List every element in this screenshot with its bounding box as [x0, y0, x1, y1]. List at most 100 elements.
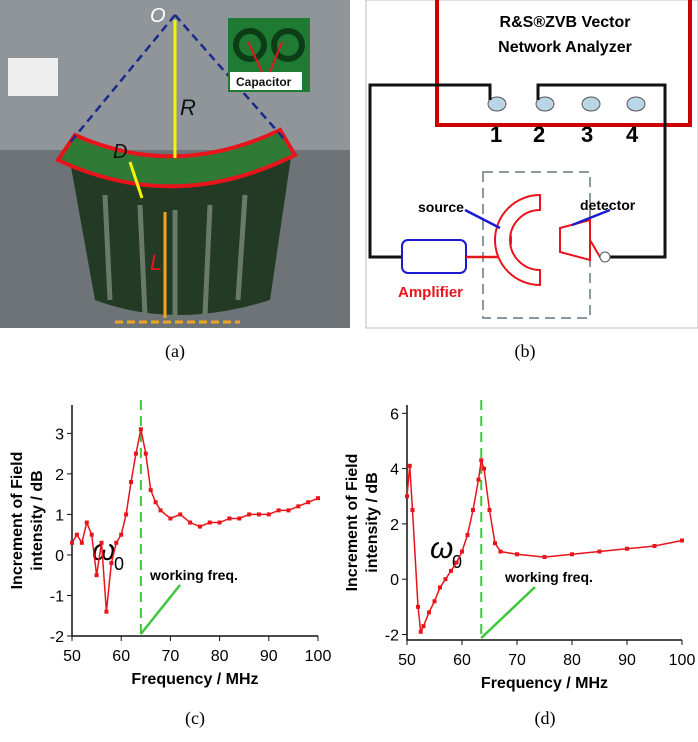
y-tick-label: 2: [390, 517, 399, 534]
data-point: [296, 504, 300, 508]
y-tick-label: 6: [390, 406, 399, 423]
port-label: 2: [533, 122, 545, 147]
y-axis-label: intensity / dB: [29, 470, 46, 570]
data-point: [466, 533, 470, 537]
data-point: [515, 552, 519, 556]
caption: (c): [185, 708, 205, 729]
y-axis-label: Increment of Field: [344, 454, 361, 592]
axis-frame: [72, 405, 318, 636]
x-tick-label: 70: [162, 648, 180, 665]
y-tick-label: 3: [55, 426, 64, 443]
x-tick-label: 100: [305, 648, 332, 665]
data-point: [95, 573, 99, 577]
y-tick-label: 4: [390, 462, 399, 479]
data-point: [139, 427, 143, 431]
data-point: [70, 541, 74, 545]
data-point: [80, 541, 84, 545]
data-point: [85, 521, 89, 525]
data-point: [411, 508, 415, 512]
x-tick-label: 60: [453, 652, 471, 669]
figure: O R D L Capacitor (a) R&S®ZVB Vector Net…: [0, 0, 698, 742]
y-axis-label: Increment of Field: [9, 452, 26, 590]
x-tick-label: 80: [563, 652, 581, 669]
axis-frame: [407, 405, 682, 640]
source-label: source: [418, 199, 464, 215]
data-point: [598, 550, 602, 554]
data-point: [653, 544, 657, 548]
data-point: [119, 533, 123, 537]
x-tick-label: 50: [63, 648, 81, 665]
caption: (a): [165, 341, 185, 362]
port-label: 4: [626, 122, 639, 147]
depth-label: D: [113, 141, 127, 163]
data-point: [75, 533, 79, 537]
data-point: [543, 555, 547, 559]
data-point: [227, 516, 231, 520]
data-point: [267, 512, 271, 516]
annotation: working freq.: [504, 569, 593, 585]
photo-panel: O R D L Capacitor (a): [0, 0, 350, 362]
data-point: [460, 550, 464, 554]
radius-label: R: [180, 95, 196, 120]
data-point: [477, 478, 481, 482]
detector-label: detector: [580, 197, 636, 213]
y-tick-label: 0: [55, 548, 64, 565]
x-axis-label: Frequency / MHz: [481, 675, 608, 692]
inset-label: Capacitor: [236, 75, 292, 89]
data-point: [570, 552, 574, 556]
data-point: [144, 452, 148, 456]
x-tick-label: 50: [398, 652, 416, 669]
x-axis-label: Frequency / MHz: [131, 671, 258, 688]
data-point: [159, 508, 163, 512]
annotation-arrow: [481, 587, 535, 638]
amplifier-label: Amplifier: [398, 284, 463, 301]
data-point: [114, 541, 118, 545]
x-tick-label: 90: [618, 652, 636, 669]
origin-label: O: [150, 5, 166, 27]
data-point: [188, 521, 192, 525]
data-point: [154, 500, 158, 504]
y-tick-label: 1: [55, 507, 64, 524]
annotation: working freq.: [149, 567, 238, 583]
data-point: [427, 610, 431, 614]
data-point: [306, 500, 310, 504]
data-point: [149, 488, 153, 492]
data-point: [124, 512, 128, 516]
length-label: L: [150, 250, 162, 275]
x-tick-label: 90: [260, 648, 278, 665]
x-tick-label: 60: [112, 648, 130, 665]
data-point: [104, 610, 108, 614]
data-point: [680, 538, 684, 542]
y-tick-label: 0: [390, 572, 399, 589]
x-tick-label: 80: [211, 648, 229, 665]
data-point: [488, 508, 492, 512]
analyzer-title: Network Analyzer: [498, 39, 632, 56]
y-axis-label: intensity / dB: [364, 472, 381, 572]
y-tick-label: -1: [50, 588, 64, 605]
data-point: [218, 521, 222, 525]
data-point: [499, 550, 503, 554]
data-point: [471, 508, 475, 512]
data-point: [247, 512, 251, 516]
data-point: [408, 464, 412, 468]
data-point: [482, 467, 486, 471]
data-line: [72, 429, 318, 611]
symbol: ω: [430, 532, 453, 565]
annotation-arrow: [141, 585, 180, 634]
data-point: [433, 599, 437, 603]
y-tick-label: -2: [50, 629, 64, 646]
data-point: [416, 605, 420, 609]
data-point: [316, 496, 320, 500]
data-point: [277, 508, 281, 512]
data-point: [405, 494, 409, 498]
data-point: [129, 480, 133, 484]
data-point: [455, 561, 459, 565]
data-point: [479, 458, 483, 462]
data-point: [493, 541, 497, 545]
data-point: [100, 541, 104, 545]
diagram-panel: R&S®ZVB Vector Network Analyzer 1 2 3 4 …: [366, 0, 698, 362]
data-point: [449, 569, 453, 573]
caption: (b): [515, 341, 536, 362]
port-label: 3: [581, 122, 593, 147]
caption: (d): [535, 708, 556, 729]
